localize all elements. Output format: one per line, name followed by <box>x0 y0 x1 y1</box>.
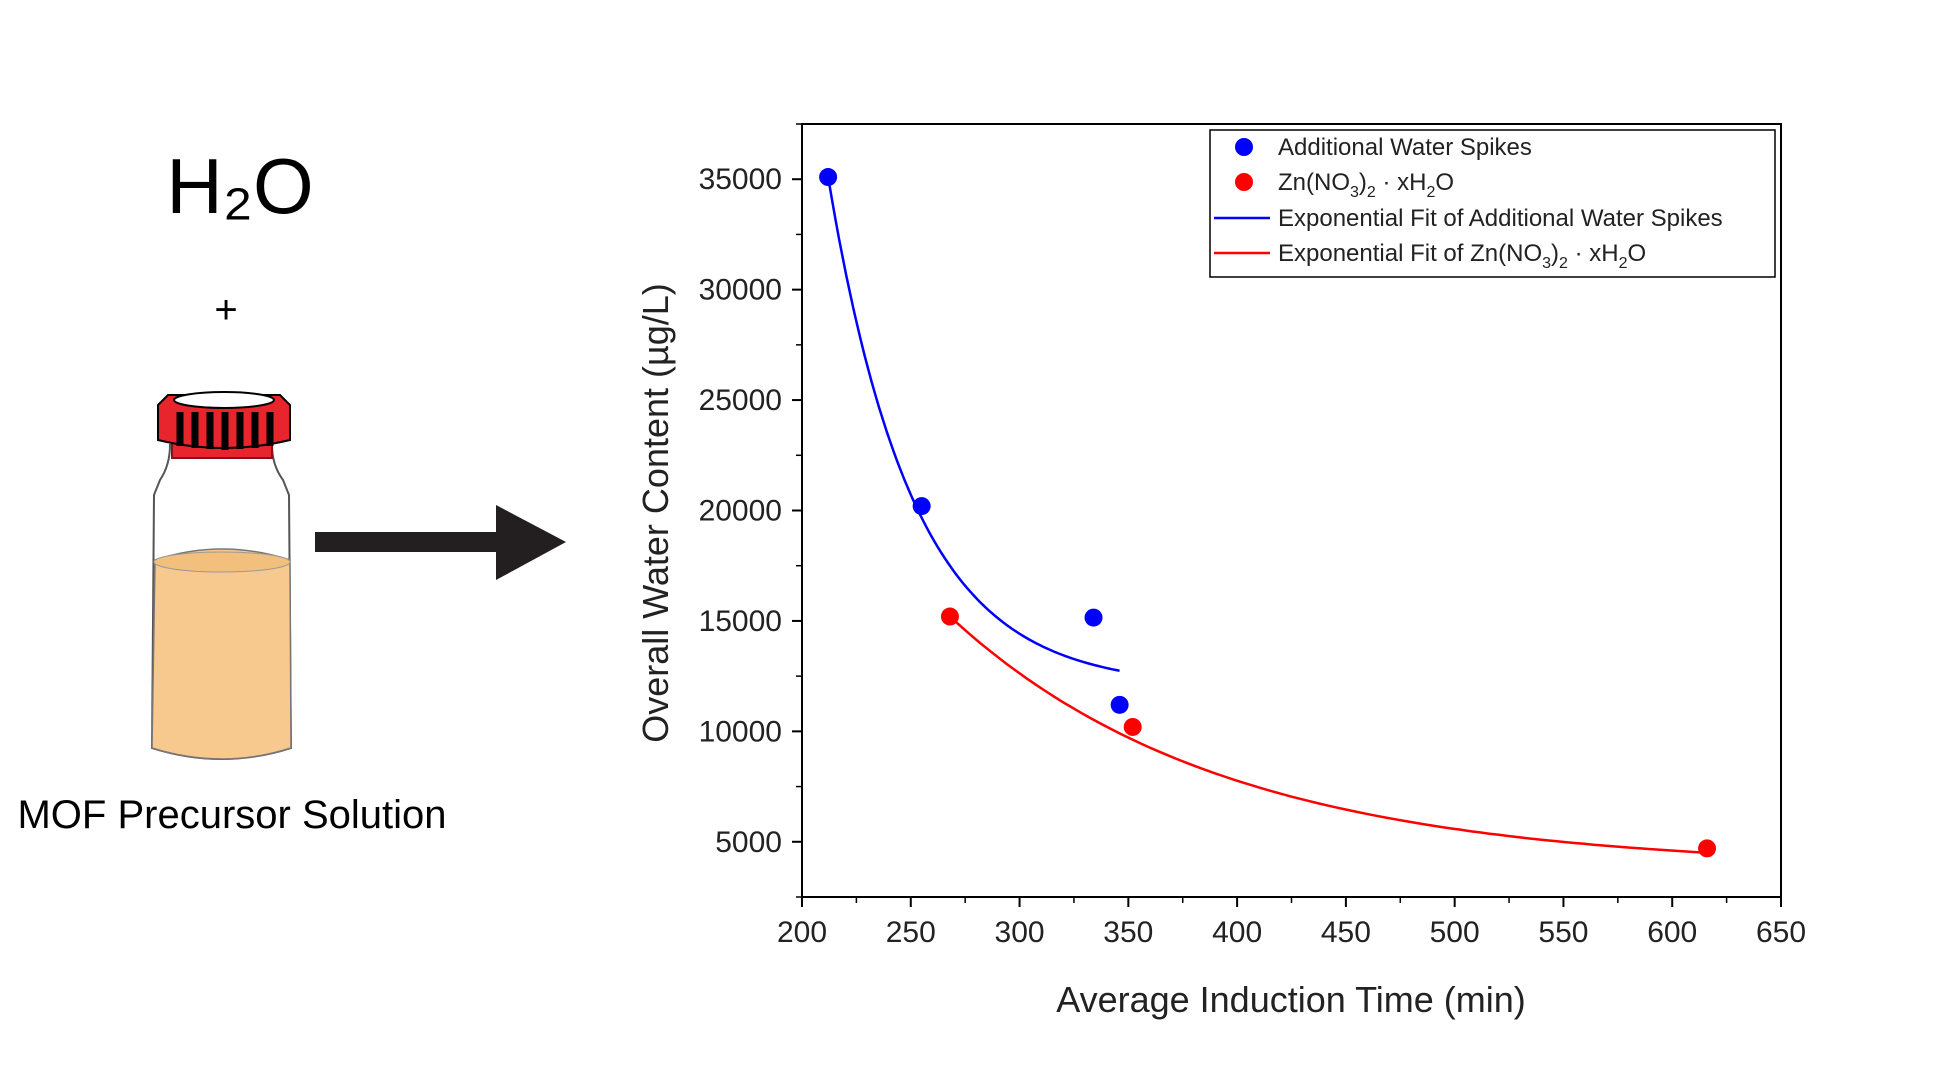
y-tick-label: 25000 <box>699 384 782 417</box>
data-point <box>1698 839 1717 858</box>
y-tick-label: 10000 <box>699 715 782 748</box>
legend-marker-red-points <box>1235 173 1253 191</box>
chart: 200 250 300 350 400 450 500 550 600 650 5000 10000… <box>635 123 1806 1020</box>
vial-caption: MOF Precursor Solution <box>17 793 446 837</box>
legend-marker-blue-points <box>1235 138 1253 156</box>
legend: Additional Water Spikes Zn(NO3)2 · xH2O … <box>1209 129 1776 278</box>
x-tick-label: 350 <box>1103 916 1153 949</box>
y-tick-label: 5000 <box>715 826 782 859</box>
legend-box <box>1209 129 1776 278</box>
fit-line <box>949 615 1708 854</box>
y-tick-label: 20000 <box>699 495 782 528</box>
water-formula: H₂O <box>166 142 313 230</box>
fit-lines <box>826 176 1708 854</box>
plus-sign: + <box>214 288 237 332</box>
x-tick-label: 450 <box>1321 916 1371 949</box>
data-point <box>1123 717 1142 736</box>
fit-line <box>826 176 1120 673</box>
x-tick-label: 600 <box>1647 916 1697 949</box>
data-points <box>819 168 1717 858</box>
vial-liquid <box>151 548 292 760</box>
legend-label-red-fit: Exponential Fit of Zn(NO3)2 · xH2O <box>1278 240 1646 272</box>
x-tick-label: 550 <box>1538 916 1588 949</box>
data-point <box>912 497 931 516</box>
y-tick-label: 15000 <box>699 605 782 638</box>
legend-label-additional-water-spikes: Additional Water Spikes <box>1278 134 1532 161</box>
legend-label-blue-fit: Exponential Fit of Additional Water Spik… <box>1278 205 1723 232</box>
data-point <box>940 607 959 626</box>
x-tick-label: 500 <box>1430 916 1480 949</box>
data-point <box>1084 608 1103 627</box>
data-point <box>1110 695 1129 714</box>
y-tick-label: 30000 <box>699 274 782 307</box>
legend-label-zn-nitrate: Zn(NO3)2 · xH2O <box>1278 169 1454 201</box>
x-axis: 200 250 300 350 400 450 500 550 600 650 <box>777 897 1806 949</box>
y-axis: 5000 10000 15000 20000 25000 30000 35000 <box>699 123 802 898</box>
y-axis-label: Overall Water Content (µg/L) <box>635 283 676 743</box>
x-tick-label: 400 <box>1212 916 1262 949</box>
arrow-icon <box>315 505 566 580</box>
y-tick-label: 35000 <box>699 163 782 196</box>
x-tick-label: 200 <box>777 916 827 949</box>
x-tick-label: 650 <box>1756 916 1806 949</box>
x-axis-label: Average Induction Time (min) <box>1056 979 1526 1020</box>
vial-icon <box>150 391 293 760</box>
x-tick-label: 250 <box>886 916 936 949</box>
x-tick-label: 300 <box>995 916 1045 949</box>
data-point <box>819 168 838 187</box>
